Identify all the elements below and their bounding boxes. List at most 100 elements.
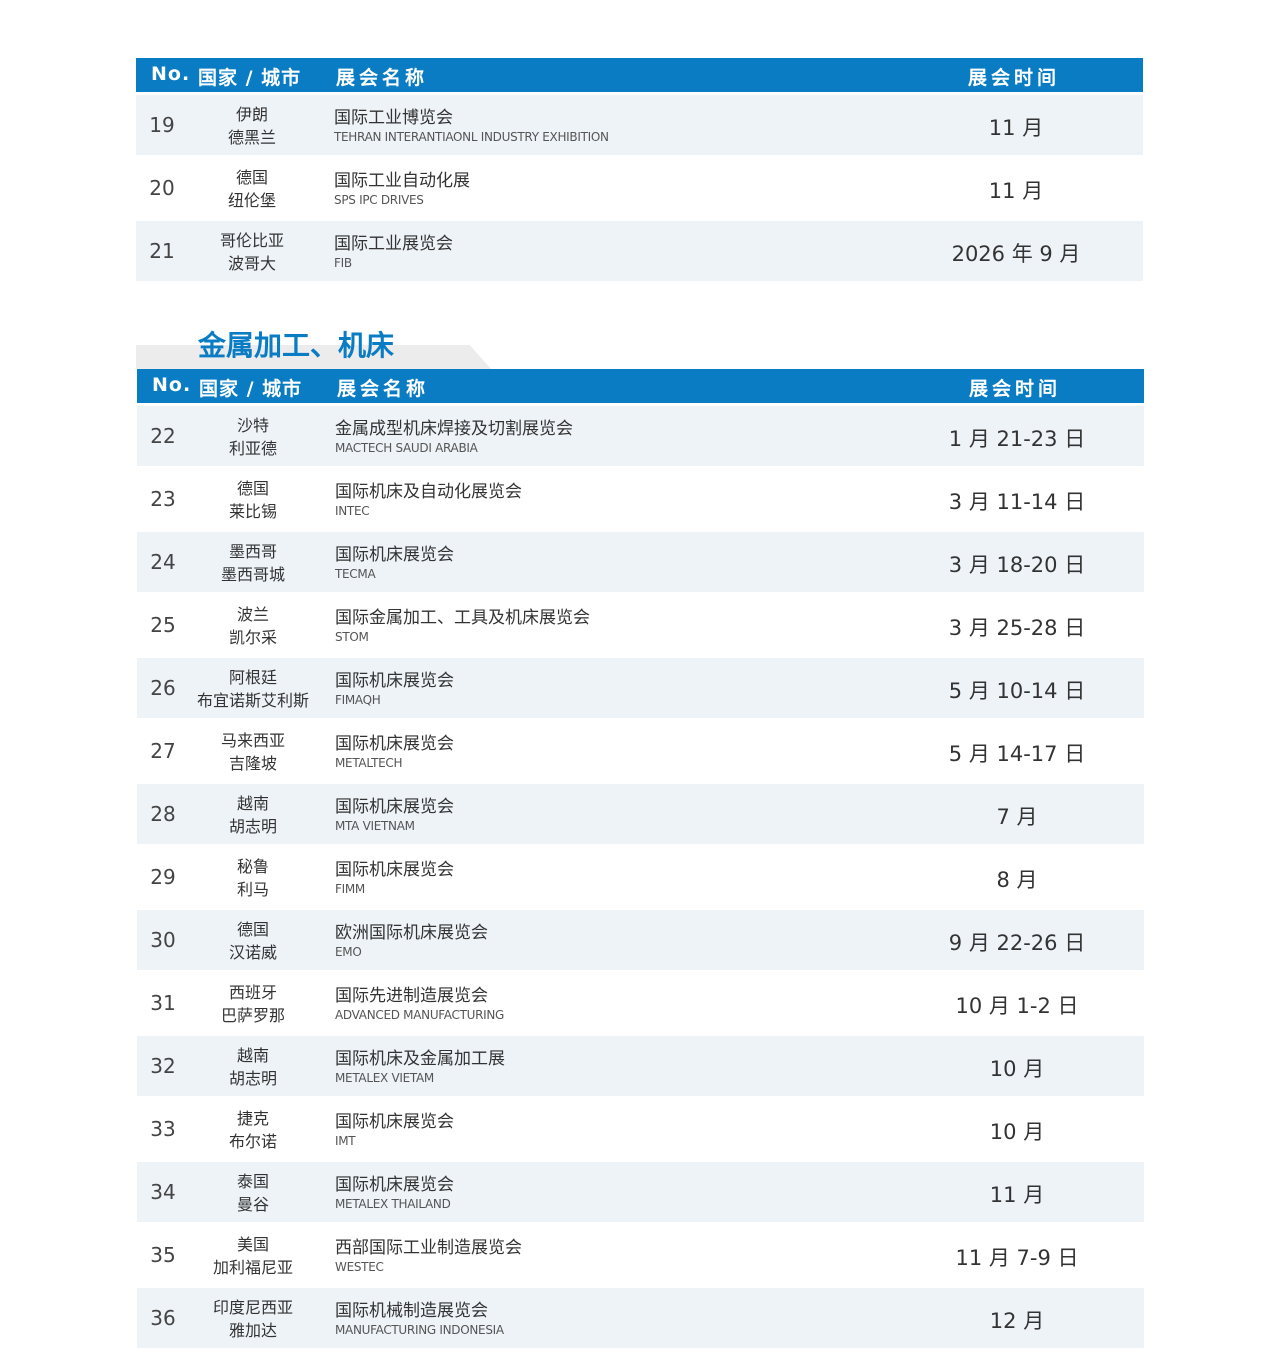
table-row: 22 沙特 利亚德 金属成型机床焊接及切割展览会 MACTECH SAUDI ARABI… [137, 406, 1144, 469]
exhibition-date: 11 月 7-9 日 [955, 1246, 1079, 1270]
country-city: 越南 胡志明 [193, 792, 313, 838]
table-row: 30 德国 汉诺威 欧洲国际机床展览会 EMO 9 月 22-26 日 [137, 910, 1144, 973]
exhibition-table-industry: No. 国家 / 城市 展会名称 展会时间 19 伊朗 德黑兰 国际工业博览会 TEHRAN I… [136, 58, 1143, 284]
exhibition-name: 国际机床展览会 [335, 1175, 454, 1195]
header-city: 国家 / 城市 [199, 378, 303, 400]
country: 越南 [236, 1046, 269, 1065]
city: 胡志明 [228, 817, 277, 836]
country-city: 美国 加利福尼亚 [193, 1233, 313, 1279]
city: 雅加达 [228, 1321, 277, 1340]
country-city: 越南 胡志明 [193, 1044, 313, 1090]
row-number: 29 [150, 865, 176, 889]
country-city: 波兰 凯尔采 [193, 603, 313, 649]
city: 凯尔采 [228, 628, 277, 647]
row-number: 36 [150, 1306, 176, 1330]
country: 哥伦比亚 [219, 231, 284, 250]
exhibition-english-name: WESTEC [335, 1260, 384, 1274]
city: 利亚德 [228, 439, 277, 458]
table-row: 25 波兰 凯尔采 国际金属加工、工具及机床展览会 STOM 3 月 25-28 日 [137, 595, 1144, 658]
table-row: 36 印度尼西亚雅加达 国际机械制造展览会 MANUFACTURING INDONES… [137, 1288, 1144, 1351]
exhibition-english-name: MANUFACTURING INDONESIA [335, 1323, 504, 1337]
row-number: 24 [150, 550, 176, 574]
exhibition-name: 国际机床展览会 [335, 734, 454, 754]
exhibition-name: 国际工业博览会 [334, 108, 453, 128]
country-city: 印度尼西亚 雅加达 [193, 1296, 313, 1342]
exhibition-date: 5 月 10-14 日 [948, 679, 1086, 703]
row-number: 22 [150, 424, 176, 448]
exhibition-name: 国际工业展览会 [334, 234, 453, 254]
table-row: 27 马来西亚 吉隆坡 国际机床展览会 METALTECH 5 月 14-17 日 [137, 721, 1144, 784]
exhibition-english-name: TEHRAN INTERANTIAONL INDUSTRY EXHIBITION [334, 130, 609, 144]
exhibition-name: 国际机床展览会 [335, 797, 454, 817]
country-city: 马来西亚 吉隆坡 [193, 729, 313, 775]
row-number: 26 [150, 676, 176, 700]
row-number: 25 [150, 613, 176, 637]
city: 墨西哥城 [220, 565, 285, 584]
exhibition-english-name: SPS IPC DRIVES [334, 193, 424, 207]
exhibition-english-name: INTEC [335, 504, 370, 518]
table-row: 29 秘鲁 利马 国际机床展览会 FIMM 8 月 [137, 847, 1144, 910]
exhibition-name: 国际机械制造展览会 [335, 1301, 488, 1321]
exhibition-name: 国际金属加工、工具及机床展览会 [335, 608, 590, 628]
country: 西班牙 [228, 983, 277, 1002]
exhibition-english-name: FIMM [335, 882, 365, 896]
country-city: 德国 莱比锡 [193, 477, 313, 523]
exhibition-date: 11 月 [988, 179, 1044, 203]
row-number: 31 [150, 991, 176, 1015]
country: 德国 [236, 920, 269, 939]
exhibition-english-name: TECMA [335, 567, 376, 581]
city: 德黑兰 [227, 128, 276, 147]
country: 泰国 [236, 1172, 269, 1191]
header-city: 国家 / 城市 [198, 67, 302, 89]
country: 墨西哥 [228, 542, 277, 561]
row-number: 19 [149, 113, 175, 137]
exhibition-english-name: ADVANCED MANUFACTURING [335, 1008, 505, 1022]
exhibition-name: 金属成型机床焊接及切割展览会 [335, 419, 573, 439]
city: 利马 [236, 880, 269, 899]
row-number: 28 [150, 802, 176, 826]
exhibition-english-name: STOM [335, 630, 369, 644]
row-number: 27 [150, 739, 176, 763]
exhibition-date: 10 月 [989, 1120, 1045, 1144]
country-city: 墨西哥 墨西哥城 [193, 540, 313, 586]
row-number: 33 [150, 1117, 176, 1141]
exhibition-english-name: EMO [335, 945, 362, 959]
header-no: No. [151, 63, 191, 85]
exhibition-name: 国际机床展览会 [335, 545, 454, 565]
exhibition-date: 2026 年 9 月 [951, 242, 1081, 266]
city: 巴萨罗那 [220, 1006, 285, 1025]
header-no: No. [152, 374, 192, 396]
table-row: 28 越南胡志明 国际机床展览会 MTA VIETNAM 7 月 [137, 784, 1144, 847]
city: 加利福尼亚 [212, 1258, 293, 1277]
table-row: 26 阿根廷 布宜诺斯艾利斯 国际机床展览会 FIMAQH 5 月 10-14 日 [137, 658, 1144, 721]
city: 汉诺威 [228, 943, 277, 962]
exhibition-date: 1 月 21-23 日 [948, 427, 1086, 451]
table-row: 23 德国 莱比锡 国际机床及自动化展览会 INTEC 3 月 11-14 日 [137, 469, 1144, 532]
country-city: 捷克 布尔诺 [193, 1107, 313, 1153]
country: 伊朗 [235, 105, 268, 124]
country: 越南 [236, 794, 269, 813]
city: 布尔诺 [228, 1132, 277, 1151]
exhibition-name: 国际先进制造展览会 [335, 986, 488, 1006]
country: 马来西亚 [220, 731, 285, 750]
table-row: 35 美国 加利福尼亚 西部国际工业制造展览会 WESTEC 11 月 7-9 日 [137, 1225, 1144, 1288]
country-city: 德国 纽伦堡 [192, 166, 312, 212]
country-city: 泰国 曼谷 [193, 1170, 313, 1216]
header-date: 展会时间 [969, 378, 1062, 400]
city: 莱比锡 [228, 502, 277, 521]
exhibition-date: 11 月 [988, 116, 1044, 140]
section-title: 金属加工、机床 [198, 329, 395, 362]
table-row: 20 德国 纽伦堡 国际工业自动化展 SPS IPC DRIVES 11 月 [136, 158, 1143, 221]
city: 波哥大 [227, 254, 276, 273]
country-city: 伊朗 德黑兰 [192, 103, 312, 149]
country: 印度尼西亚 [212, 1298, 293, 1317]
exhibition-english-name: MTA VIETNAM [335, 819, 415, 833]
table-row: 34 泰国 曼谷 国际机床展览会 METALEX THAILAND 11 月 [137, 1162, 1144, 1225]
row-number: 21 [149, 239, 175, 263]
row-number: 30 [150, 928, 176, 952]
exhibition-date: 7 月 [996, 805, 1038, 829]
table-row: 21 哥伦比亚 波哥大 国际工业展览会 FIB 2026 年 9 月 [136, 221, 1143, 284]
table-row: 32 越南 胡志明 国际机床及金属加工展 METALEX VIETAM 10 月 [137, 1036, 1144, 1099]
exhibition-english-name: METALEX VIETAM [335, 1071, 434, 1085]
